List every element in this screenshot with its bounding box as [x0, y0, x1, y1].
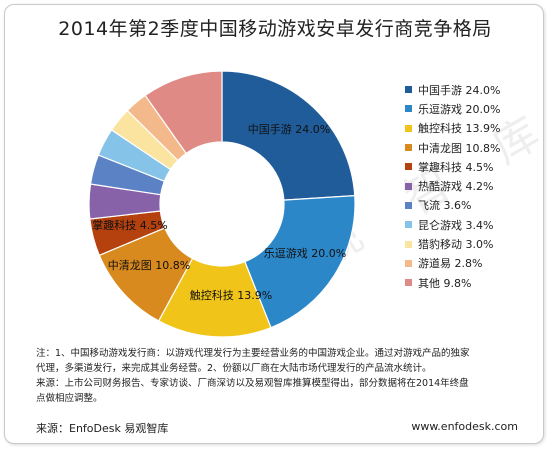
legend-swatch — [405, 182, 412, 190]
site-url: www.enfodesk.com — [411, 420, 518, 433]
legend-label: 掌趣科技 4.5% — [418, 160, 494, 174]
legend-swatch — [405, 201, 412, 209]
legend-swatch — [405, 105, 412, 113]
slice-data-label: 乐逗游戏 20.0% — [264, 247, 346, 260]
legend-swatch — [405, 163, 412, 171]
donut-slice — [244, 195, 356, 329]
legend-item: 中国手游 24.0% — [405, 80, 545, 99]
legend-item: 乐逗游戏 20.0% — [405, 99, 545, 118]
footnote-line: 点做相应调整。 — [36, 393, 103, 404]
legend-label: 中清龙图 10.8% — [418, 141, 501, 155]
footnote-line: 代理，多渠道发行，来完成其业务经营。2、份额以厂商在大陆市场代理发行的产品流水统… — [36, 363, 432, 374]
legend-label: 猎豹移动 3.0% — [418, 238, 494, 252]
footnote-line: 来源：上市公司财务报告、专家访谈、厂商深访以及易观智库推算模型得出，部分数据将在… — [36, 378, 469, 389]
legend-label: 游道易 2.8% — [418, 257, 483, 271]
legend-item: 飞流 3.6% — [405, 196, 545, 215]
legend-swatch — [405, 144, 412, 152]
chart-footnote: 注：1、中国移动游戏发行商：以游戏代理发行为主要经营业务的中国游戏企业。通过对游… — [36, 346, 516, 406]
legend-item: 其他 9.8% — [405, 273, 545, 292]
legend-item: 中清龙图 10.8% — [405, 138, 545, 157]
legend-label: 乐逗游戏 20.0% — [418, 102, 501, 116]
footnote-line: 注：1、中国移动游戏发行商：以游戏代理发行为主要经营业务的中国游戏企业。通过对游… — [36, 348, 470, 359]
slice-data-label: 中清龙图 10.8% — [108, 259, 190, 272]
legend-swatch — [405, 259, 412, 267]
legend-item: 游道易 2.8% — [405, 254, 545, 273]
chart-title: 2014年第2季度中国移动游戏安卓发行商竞争格局 — [58, 18, 492, 40]
legend-item: 热酷游戏 4.2% — [405, 176, 545, 195]
slice-data-label: 掌趣科技 4.5% — [92, 218, 167, 232]
donut-slice — [221, 70, 356, 201]
legend-label: 飞流 3.6% — [418, 199, 472, 213]
legend-label: 昆仑游戏 3.4% — [418, 218, 494, 232]
legend-swatch — [405, 221, 412, 229]
legend-swatch — [405, 124, 412, 132]
legend-swatch — [405, 86, 412, 94]
chart-legend: 中国手游 24.0% 乐逗游戏 20.0% 触控科技 13.9% 中清龙图 10.8%… — [405, 80, 545, 292]
legend-item: 猎豹移动 3.0% — [405, 234, 545, 253]
legend-label: 热酷游戏 4.2% — [418, 180, 494, 194]
slice-data-label: 中国手游 24.0% — [248, 122, 330, 136]
donut-slice — [144, 70, 223, 155]
legend-swatch — [405, 240, 412, 248]
legend-label: 中国手游 24.0% — [418, 83, 501, 97]
legend-swatch — [405, 279, 412, 287]
source-text: 来源：EnfoDesk 易观智库 — [36, 422, 169, 435]
legend-item: 触控科技 13.9% — [405, 119, 545, 138]
slice-data-label: 触控科技 13.9% — [190, 288, 272, 302]
legend-label: 触控科技 13.9% — [418, 122, 501, 136]
legend-item: 掌趣科技 4.5% — [405, 157, 545, 176]
legend-label: 其他 9.8% — [418, 276, 472, 290]
legend-item: 昆仑游戏 3.4% — [405, 215, 545, 234]
